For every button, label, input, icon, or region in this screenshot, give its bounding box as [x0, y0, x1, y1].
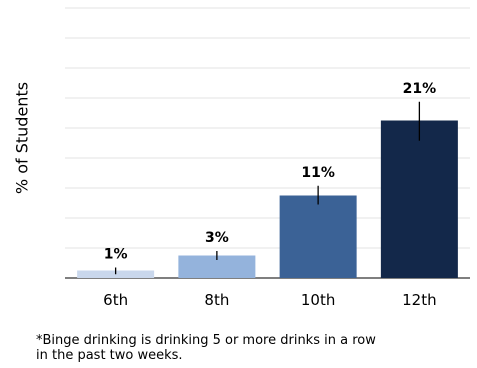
x-tick-label: 12th [402, 291, 436, 309]
value-label: 3% [205, 230, 229, 246]
bar [178, 255, 256, 278]
x-tick-labels: 6th 8th 10th 12th [103, 291, 436, 309]
value-label: 1% [104, 247, 128, 263]
y-axis-title: % of Students [12, 81, 32, 195]
error-bars [114, 101, 421, 275]
bars [77, 120, 458, 278]
value-label: 11% [301, 165, 335, 181]
x-tick-label: 10th [301, 291, 335, 309]
bar [380, 120, 458, 278]
value-labels: 1% 3% 11% 21% [104, 81, 436, 263]
x-tick-label: 6th [103, 291, 128, 309]
x-tick-label: 8th [204, 291, 229, 309]
footnote: *Binge drinking is drinking 5 or more dr… [36, 333, 466, 363]
bar [279, 195, 357, 278]
footnote-line-2: in the past two weeks. [36, 348, 183, 363]
footnote-line-1: *Binge drinking is drinking 5 or more dr… [36, 333, 376, 348]
value-label: 21% [403, 81, 437, 97]
